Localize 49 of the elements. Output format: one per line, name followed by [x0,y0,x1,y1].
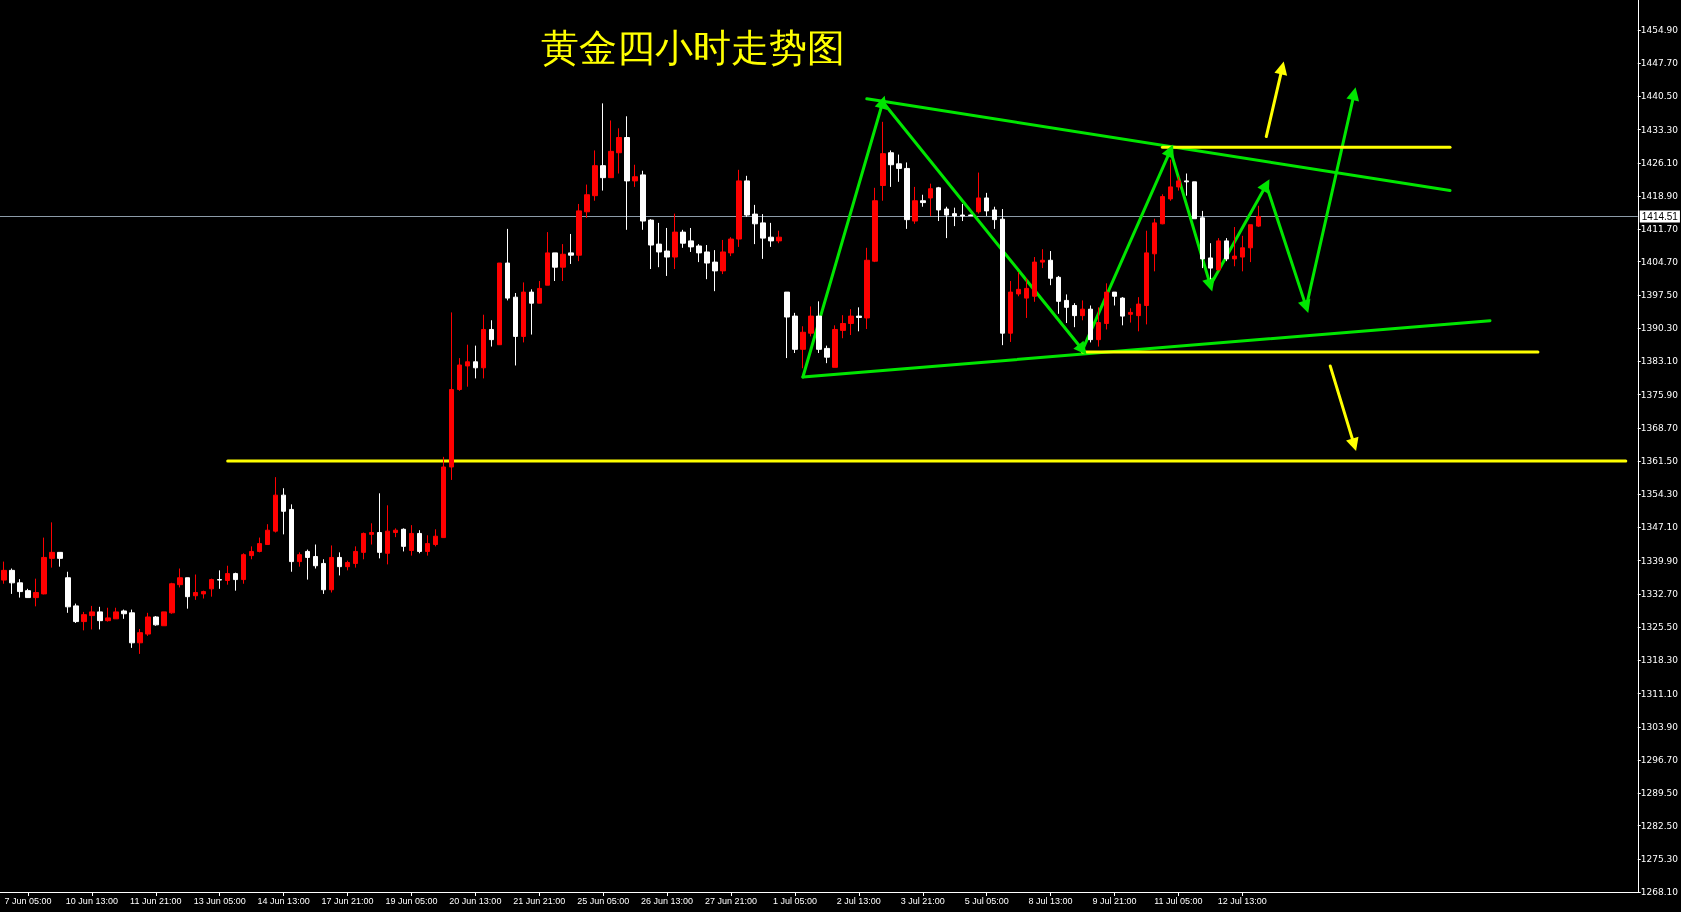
x-tick-label: 12 Jul 13:00 [1217,895,1267,906]
x-tick-label: 13 Jun 05:00 [193,895,246,906]
x-tick-label: 10 Jun 13:00 [65,895,118,906]
text: 黄金四小时走势图 [541,27,845,69]
x-tick-label: 1 Jul 05:00 [772,895,817,906]
y-tick-label: 1318.30 [1640,655,1679,666]
y-tick-label: 1311.10 [1640,688,1679,699]
y-tick-label: 1296.70 [1640,755,1679,766]
y-tick-label: 1347.10 [1640,522,1679,533]
x-tick-label: 20 Jun 13:00 [449,895,502,906]
x-tick-label: 7 Jun 05:00 [4,895,52,906]
x-tick-label: 3 Jul 21:00 [900,895,945,906]
x-tick-label: 26 Jun 13:00 [641,895,694,906]
y-tick-label: 1332.70 [1640,588,1679,599]
y-tick-label: 1411.70 [1640,224,1679,235]
x-tick-label: 8 Jul 13:00 [1028,895,1073,906]
x-tick-label: 2 Jul 13:00 [836,895,881,906]
x-tick-label: 25 Jun 05:00 [577,895,630,906]
y-tick-label: 1433.30 [1640,124,1679,135]
y-tick-label: 1303.90 [1640,721,1679,732]
x-tick-label: 9 Jul 21:00 [1092,895,1137,906]
y-tick-label: 1447.70 [1640,58,1679,69]
x-tick-label: 17 Jun 21:00 [321,895,374,906]
y-tick-label: 1282.50 [1640,820,1679,831]
y-tick-label: 1339.90 [1640,555,1679,566]
x-tick-label: 21 Jun 21:00 [513,895,566,906]
y-tick-label: 1383.10 [1640,356,1679,367]
y-tick-label: 1418.90 [1640,191,1679,202]
x-tick-label: 5 Jul 05:00 [964,895,1009,906]
y-tick-label: 1275.30 [1640,853,1679,864]
x-tick-label: 11 Jul 05:00 [1154,895,1203,906]
y-tick-label: 1375.90 [1640,389,1679,400]
y-tick-label: 1454.90 [1640,24,1679,35]
y-tick-label: 1361.50 [1640,456,1679,466]
x-tick-label: 11 Jun 21:00 [130,895,182,906]
x-tick-label: 19 Jun 05:00 [385,895,438,906]
x-tick-label: 27 Jun 21:00 [704,895,758,906]
y-tick-label: 1268.10 [1640,887,1679,897]
ref-line-label: 1414.51 [1641,210,1679,222]
y-tick-label: 1440.50 [1640,91,1679,102]
y-tick-label: 1354.30 [1640,489,1679,500]
y-tick-label: 1289.50 [1640,788,1679,799]
y-tick-label: 1368.70 [1640,422,1679,433]
y-tick-label: 1397.50 [1640,289,1679,300]
y-tick-label: 1426.10 [1640,157,1679,168]
y-tick-label: 1404.70 [1640,256,1679,267]
y-tick-label: 1325.50 [1640,622,1679,633]
y-tick-label: 1390.30 [1640,323,1679,334]
x-tick-label: 14 Jun 13:00 [257,895,310,906]
